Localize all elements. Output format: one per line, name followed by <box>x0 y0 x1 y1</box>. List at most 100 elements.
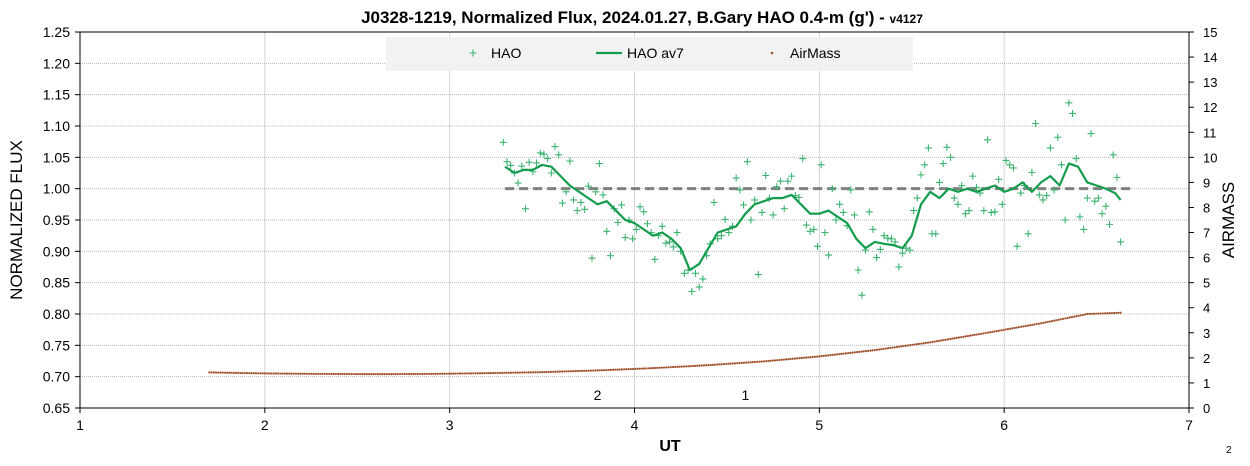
airmass-point <box>509 371 513 374</box>
airmass-point <box>787 358 790 361</box>
airmass-point <box>328 372 331 376</box>
airmass-point <box>283 372 286 375</box>
hao-point <box>917 171 925 179</box>
airmass-point <box>849 351 852 354</box>
airmass-point <box>423 372 426 376</box>
chart-title-main: J0328-1219, Normalized Flux, 2024.01.27,… <box>361 8 889 27</box>
airmass-point <box>594 369 597 372</box>
hao-point <box>950 194 958 202</box>
hao-point <box>828 185 836 193</box>
hao-point <box>1072 155 1080 163</box>
airmass-point <box>412 372 415 376</box>
airmass-point <box>660 366 663 369</box>
airmass-point <box>720 363 723 366</box>
airmass-point <box>682 365 686 368</box>
airmass-point <box>494 371 497 375</box>
hao-point <box>514 179 522 187</box>
airmass-point <box>867 349 870 352</box>
airmass-point <box>467 372 470 375</box>
airmass-point <box>334 372 337 376</box>
airmass-point <box>578 369 581 373</box>
airmass-point <box>436 372 439 375</box>
airmass-point <box>461 372 464 375</box>
airmass-point <box>705 364 708 367</box>
airmass-point <box>955 336 958 339</box>
y-tick-label: 0.95 <box>43 212 70 228</box>
airmass-point <box>1090 312 1093 315</box>
airmass-point <box>993 330 996 333</box>
y2-tick-label: 10 <box>1203 150 1217 165</box>
y-tick-label: 0.75 <box>43 337 70 353</box>
airmass-point <box>1097 312 1100 315</box>
hao-point <box>895 263 903 271</box>
airmass-point <box>214 371 218 374</box>
airmass-point <box>685 365 688 368</box>
airmass-point <box>379 373 382 376</box>
hao-point <box>695 283 703 291</box>
airmass-point <box>532 371 535 374</box>
airmass-point <box>432 372 435 375</box>
hao-point <box>780 205 788 213</box>
hao-point <box>1106 220 1114 228</box>
hao-point <box>518 162 526 170</box>
airmass-point <box>210 371 213 374</box>
airmass-point <box>778 358 781 362</box>
airmass-point <box>345 372 348 376</box>
hao-point <box>832 216 840 224</box>
airmass-point <box>540 371 544 374</box>
airmass-point <box>370 373 373 376</box>
airmass-point <box>250 372 253 375</box>
airmass-point <box>521 371 524 374</box>
airmass-point <box>926 341 930 344</box>
airmass-point <box>248 372 251 375</box>
hao-point <box>606 252 614 260</box>
airmass-point <box>376 373 380 376</box>
airmass-point <box>1084 313 1087 316</box>
y-tick-label: 0.70 <box>43 369 70 385</box>
airmass-point <box>796 357 799 360</box>
airmass-point <box>711 363 714 366</box>
airmass-point <box>416 372 419 376</box>
airmass-point <box>893 346 896 349</box>
airmass-point <box>265 372 269 375</box>
airmass-point <box>791 357 794 360</box>
legend-airmass-marker <box>770 51 774 55</box>
airmass-point <box>529 371 533 374</box>
hao-point <box>680 269 688 277</box>
airmass-point <box>989 331 992 334</box>
hao-point <box>651 255 659 263</box>
airmass-point <box>649 367 652 370</box>
airmass-point <box>607 368 610 372</box>
airmass-point <box>771 359 774 362</box>
y-tick-label: 1.10 <box>43 118 70 134</box>
airmass-point <box>277 372 280 375</box>
hao-point <box>799 155 807 163</box>
airmass-point <box>847 352 850 355</box>
hao-point <box>540 150 548 158</box>
airmass-point <box>938 339 941 342</box>
airmass-point <box>674 365 677 369</box>
airmass-point <box>651 367 655 370</box>
airmass-point <box>736 362 739 365</box>
airmass-point <box>1053 319 1056 322</box>
airmass-point <box>583 369 586 372</box>
hao-point <box>691 269 699 277</box>
airmass-point <box>625 368 628 371</box>
hao-point <box>562 188 570 196</box>
airmass-point <box>525 371 528 374</box>
airmass-point <box>452 372 455 375</box>
airmass-point <box>512 371 515 374</box>
airmass-point <box>572 370 575 373</box>
airmass-point <box>733 362 737 365</box>
hao-point <box>1035 191 1043 199</box>
airmass-point <box>438 372 442 375</box>
airmass-point <box>434 372 437 375</box>
hao-av7-series <box>504 162 1122 272</box>
hao-point <box>566 157 574 165</box>
airmass-point <box>556 370 559 373</box>
airmass-point <box>860 350 863 353</box>
airmass-point <box>414 372 417 376</box>
airmass-point <box>574 370 577 373</box>
